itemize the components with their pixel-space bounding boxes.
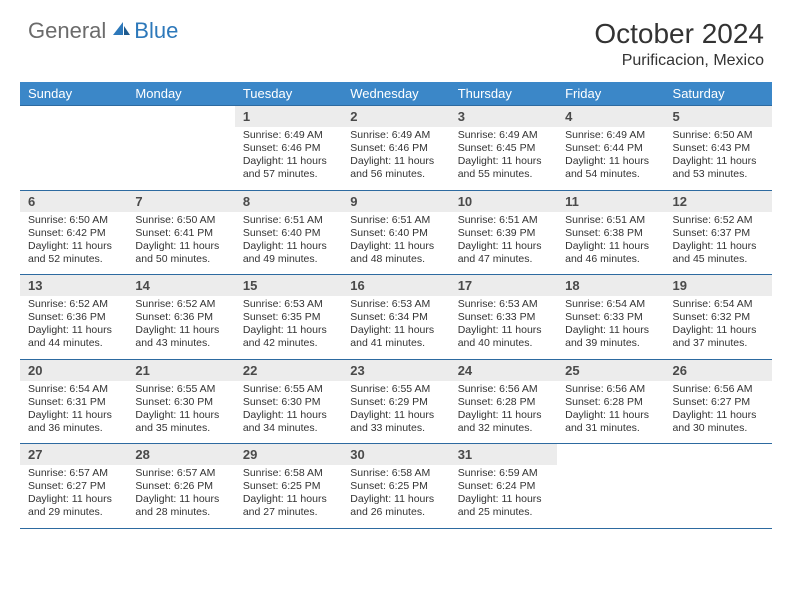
day-header: Sunday — [20, 82, 127, 106]
day-detail-cell: Sunrise: 6:55 AMSunset: 6:30 PMDaylight:… — [127, 381, 234, 444]
day-detail-cell: Sunrise: 6:56 AMSunset: 6:27 PMDaylight:… — [665, 381, 772, 444]
day-number-cell: 16 — [342, 275, 449, 297]
day-number-cell: 2 — [342, 106, 449, 128]
day-number-cell: 26 — [665, 359, 772, 381]
empty-cell — [665, 444, 772, 466]
day-detail-cell: Sunrise: 6:59 AMSunset: 6:24 PMDaylight:… — [450, 465, 557, 528]
logo: General Blue — [28, 18, 178, 44]
day-header: Thursday — [450, 82, 557, 106]
day-detail-cell: Sunrise: 6:53 AMSunset: 6:35 PMDaylight:… — [235, 296, 342, 359]
day-detail-cell: Sunrise: 6:55 AMSunset: 6:29 PMDaylight:… — [342, 381, 449, 444]
day-number-row: 2728293031 — [20, 444, 772, 466]
title-block: October 2024 Purificacion, Mexico — [594, 18, 764, 70]
empty-cell — [557, 444, 664, 466]
day-number-cell: 30 — [342, 444, 449, 466]
day-number-cell: 25 — [557, 359, 664, 381]
logo-text-blue: Blue — [134, 18, 178, 44]
day-detail-cell: Sunrise: 6:58 AMSunset: 6:25 PMDaylight:… — [235, 465, 342, 528]
day-number-cell: 8 — [235, 190, 342, 212]
day-number-cell: 27 — [20, 444, 127, 466]
day-number-cell: 28 — [127, 444, 234, 466]
day-detail-cell: Sunrise: 6:50 AMSunset: 6:41 PMDaylight:… — [127, 212, 234, 275]
day-number-cell: 7 — [127, 190, 234, 212]
day-header: Tuesday — [235, 82, 342, 106]
day-number-cell: 15 — [235, 275, 342, 297]
day-detail-cell: Sunrise: 6:53 AMSunset: 6:34 PMDaylight:… — [342, 296, 449, 359]
day-number-cell: 11 — [557, 190, 664, 212]
day-detail-row: Sunrise: 6:50 AMSunset: 6:42 PMDaylight:… — [20, 212, 772, 275]
day-detail-cell: Sunrise: 6:56 AMSunset: 6:28 PMDaylight:… — [450, 381, 557, 444]
day-detail-cell: Sunrise: 6:49 AMSunset: 6:46 PMDaylight:… — [235, 127, 342, 190]
day-number-row: 12345 — [20, 106, 772, 128]
day-number-cell: 10 — [450, 190, 557, 212]
day-detail-cell: Sunrise: 6:58 AMSunset: 6:25 PMDaylight:… — [342, 465, 449, 528]
day-number-cell: 13 — [20, 275, 127, 297]
calendar-body: 12345Sunrise: 6:49 AMSunset: 6:46 PMDayl… — [20, 106, 772, 529]
day-detail-row: Sunrise: 6:49 AMSunset: 6:46 PMDaylight:… — [20, 127, 772, 190]
day-detail-cell: Sunrise: 6:50 AMSunset: 6:43 PMDaylight:… — [665, 127, 772, 190]
day-detail-cell: Sunrise: 6:57 AMSunset: 6:27 PMDaylight:… — [20, 465, 127, 528]
empty-cell — [127, 127, 234, 190]
location-subtitle: Purificacion, Mexico — [594, 52, 764, 70]
day-detail-cell: Sunrise: 6:49 AMSunset: 6:46 PMDaylight:… — [342, 127, 449, 190]
day-header: Monday — [127, 82, 234, 106]
day-number-cell: 21 — [127, 359, 234, 381]
day-number-cell: 1 — [235, 106, 342, 128]
day-number-cell: 9 — [342, 190, 449, 212]
day-number-cell: 4 — [557, 106, 664, 128]
day-number-cell: 18 — [557, 275, 664, 297]
day-number-cell: 31 — [450, 444, 557, 466]
day-number-cell: 23 — [342, 359, 449, 381]
day-number-row: 6789101112 — [20, 190, 772, 212]
day-detail-cell: Sunrise: 6:51 AMSunset: 6:40 PMDaylight:… — [235, 212, 342, 275]
day-detail-cell: Sunrise: 6:53 AMSunset: 6:33 PMDaylight:… — [450, 296, 557, 359]
day-header: Saturday — [665, 82, 772, 106]
day-number-cell: 29 — [235, 444, 342, 466]
empty-cell — [20, 127, 127, 190]
day-number-cell: 3 — [450, 106, 557, 128]
day-number-cell: 19 — [665, 275, 772, 297]
day-detail-row: Sunrise: 6:54 AMSunset: 6:31 PMDaylight:… — [20, 381, 772, 444]
day-number-row: 20212223242526 — [20, 359, 772, 381]
day-detail-row: Sunrise: 6:57 AMSunset: 6:27 PMDaylight:… — [20, 465, 772, 528]
day-number-cell: 6 — [20, 190, 127, 212]
month-title: October 2024 — [594, 18, 764, 50]
day-detail-row: Sunrise: 6:52 AMSunset: 6:36 PMDaylight:… — [20, 296, 772, 359]
day-detail-cell: Sunrise: 6:54 AMSunset: 6:31 PMDaylight:… — [20, 381, 127, 444]
day-number-cell: 14 — [127, 275, 234, 297]
day-detail-cell: Sunrise: 6:51 AMSunset: 6:40 PMDaylight:… — [342, 212, 449, 275]
day-number-cell: 20 — [20, 359, 127, 381]
day-detail-cell: Sunrise: 6:50 AMSunset: 6:42 PMDaylight:… — [20, 212, 127, 275]
day-detail-cell: Sunrise: 6:54 AMSunset: 6:32 PMDaylight:… — [665, 296, 772, 359]
day-detail-cell: Sunrise: 6:52 AMSunset: 6:36 PMDaylight:… — [127, 296, 234, 359]
empty-cell — [557, 465, 664, 528]
day-detail-cell: Sunrise: 6:52 AMSunset: 6:36 PMDaylight:… — [20, 296, 127, 359]
day-header: Wednesday — [342, 82, 449, 106]
empty-cell — [20, 106, 127, 128]
calendar-table: Sunday Monday Tuesday Wednesday Thursday… — [20, 82, 772, 529]
day-header-row: Sunday Monday Tuesday Wednesday Thursday… — [20, 82, 772, 106]
day-header: Friday — [557, 82, 664, 106]
day-number-cell: 24 — [450, 359, 557, 381]
day-detail-cell: Sunrise: 6:54 AMSunset: 6:33 PMDaylight:… — [557, 296, 664, 359]
day-detail-cell: Sunrise: 6:49 AMSunset: 6:45 PMDaylight:… — [450, 127, 557, 190]
day-detail-cell: Sunrise: 6:56 AMSunset: 6:28 PMDaylight:… — [557, 381, 664, 444]
day-detail-cell: Sunrise: 6:51 AMSunset: 6:39 PMDaylight:… — [450, 212, 557, 275]
logo-text-general: General — [28, 18, 106, 44]
empty-cell — [665, 465, 772, 528]
day-detail-cell: Sunrise: 6:57 AMSunset: 6:26 PMDaylight:… — [127, 465, 234, 528]
header: General Blue October 2024 Purificacion, … — [0, 0, 792, 78]
day-number-cell: 12 — [665, 190, 772, 212]
day-detail-cell: Sunrise: 6:49 AMSunset: 6:44 PMDaylight:… — [557, 127, 664, 190]
day-detail-cell: Sunrise: 6:51 AMSunset: 6:38 PMDaylight:… — [557, 212, 664, 275]
day-number-cell: 22 — [235, 359, 342, 381]
day-detail-cell: Sunrise: 6:52 AMSunset: 6:37 PMDaylight:… — [665, 212, 772, 275]
day-number-cell: 5 — [665, 106, 772, 128]
day-number-row: 13141516171819 — [20, 275, 772, 297]
empty-cell — [127, 106, 234, 128]
day-number-cell: 17 — [450, 275, 557, 297]
sail-icon — [110, 20, 132, 43]
day-detail-cell: Sunrise: 6:55 AMSunset: 6:30 PMDaylight:… — [235, 381, 342, 444]
